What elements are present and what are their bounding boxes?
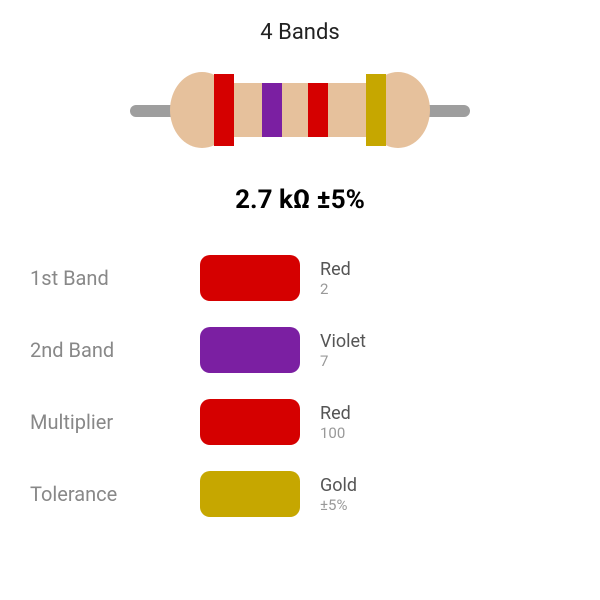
band-text: Gold ±5% xyxy=(320,475,357,514)
band-label: 1st Band xyxy=(30,266,200,290)
resistor-calculator: 4 Bands 2.7 kΩ ±5% 1st Band xyxy=(0,0,600,600)
resistor-graphic-wrap xyxy=(30,65,570,155)
band-swatch xyxy=(200,471,300,517)
band-color-value: 100 xyxy=(320,424,351,442)
band-row-2[interactable]: 2nd Band Violet 7 xyxy=(30,327,570,373)
band-color-value: 7 xyxy=(320,352,366,370)
band-swatch xyxy=(200,255,300,301)
band-row-1[interactable]: 1st Band Red 2 xyxy=(30,255,570,301)
band-swatch xyxy=(200,399,300,445)
resistor-graphic xyxy=(130,65,470,155)
band-label: 2nd Band xyxy=(30,338,200,362)
band-row-multiplier[interactable]: Multiplier Red 100 xyxy=(30,399,570,445)
band-row-tolerance[interactable]: Tolerance Gold ±5% xyxy=(30,471,570,517)
band-label: Tolerance xyxy=(30,482,200,506)
band-list: 1st Band Red 2 2nd Band Violet 7 Multipl… xyxy=(30,255,570,517)
band-color-name: Gold xyxy=(320,475,357,496)
band-text: Violet 7 xyxy=(320,331,366,370)
resistor-svg xyxy=(130,65,470,155)
band-label: Multiplier xyxy=(30,410,200,434)
band-color-value: ±5% xyxy=(320,496,357,514)
band-text: Red 2 xyxy=(320,259,351,298)
band-color-name: Red xyxy=(320,403,351,424)
band-color-value: 2 xyxy=(320,280,351,298)
band-text: Red 100 xyxy=(320,403,351,442)
band-color-name: Red xyxy=(320,259,351,280)
band-count-title: 4 Bands xyxy=(30,20,570,45)
band-color-name: Violet xyxy=(320,331,366,352)
band-swatch xyxy=(200,327,300,373)
resistance-value: 2.7 kΩ ±5% xyxy=(30,185,570,215)
